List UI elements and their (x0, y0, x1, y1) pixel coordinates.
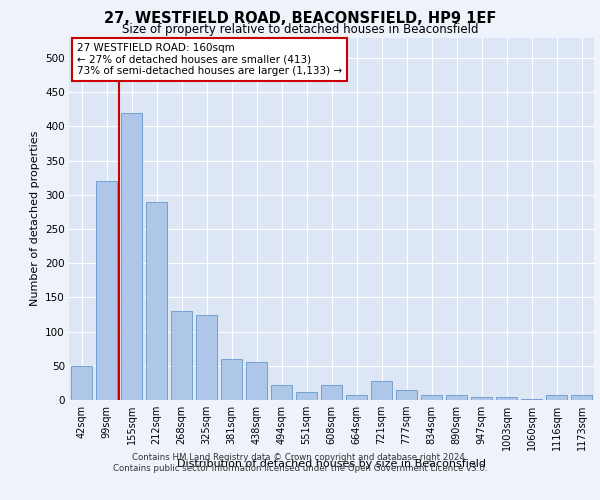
Bar (321, 385, 342, 400)
Text: 27 WESTFIELD ROAD: 160sqm
← 27% of detached houses are smaller (413)
73% of semi: 27 WESTFIELD ROAD: 160sqm ← 27% of detac… (77, 43, 342, 76)
Y-axis label: Number of detached properties: Number of detached properties (29, 131, 40, 306)
Bar (71, 366, 92, 400)
Bar (396, 390, 417, 400)
Bar (271, 385, 292, 400)
Bar (196, 314, 217, 400)
Bar (471, 396, 492, 400)
Bar (446, 395, 467, 400)
Text: 27, WESTFIELD ROAD, BEACONSFIELD, HP9 1EF: 27, WESTFIELD ROAD, BEACONSFIELD, HP9 1E… (104, 11, 496, 26)
Bar (296, 392, 317, 400)
Text: Size of property relative to detached houses in Beaconsfield: Size of property relative to detached ho… (122, 22, 478, 36)
Bar (121, 112, 142, 400)
Bar (96, 181, 117, 400)
Bar (171, 311, 192, 400)
Text: Contains public sector information licensed under the Open Government Licence v3: Contains public sector information licen… (113, 464, 487, 473)
Bar (546, 395, 567, 400)
Bar (371, 381, 392, 400)
Text: Contains HM Land Registry data © Crown copyright and database right 2024.: Contains HM Land Registry data © Crown c… (132, 452, 468, 462)
Bar (496, 398, 517, 400)
Bar (421, 394, 442, 400)
Bar (246, 362, 267, 400)
Bar (571, 395, 592, 400)
Bar (221, 359, 242, 400)
Bar (346, 394, 367, 400)
X-axis label: Distribution of detached houses by size in Beaconsfield: Distribution of detached houses by size … (177, 458, 486, 468)
Bar (146, 202, 167, 400)
Bar (521, 398, 542, 400)
